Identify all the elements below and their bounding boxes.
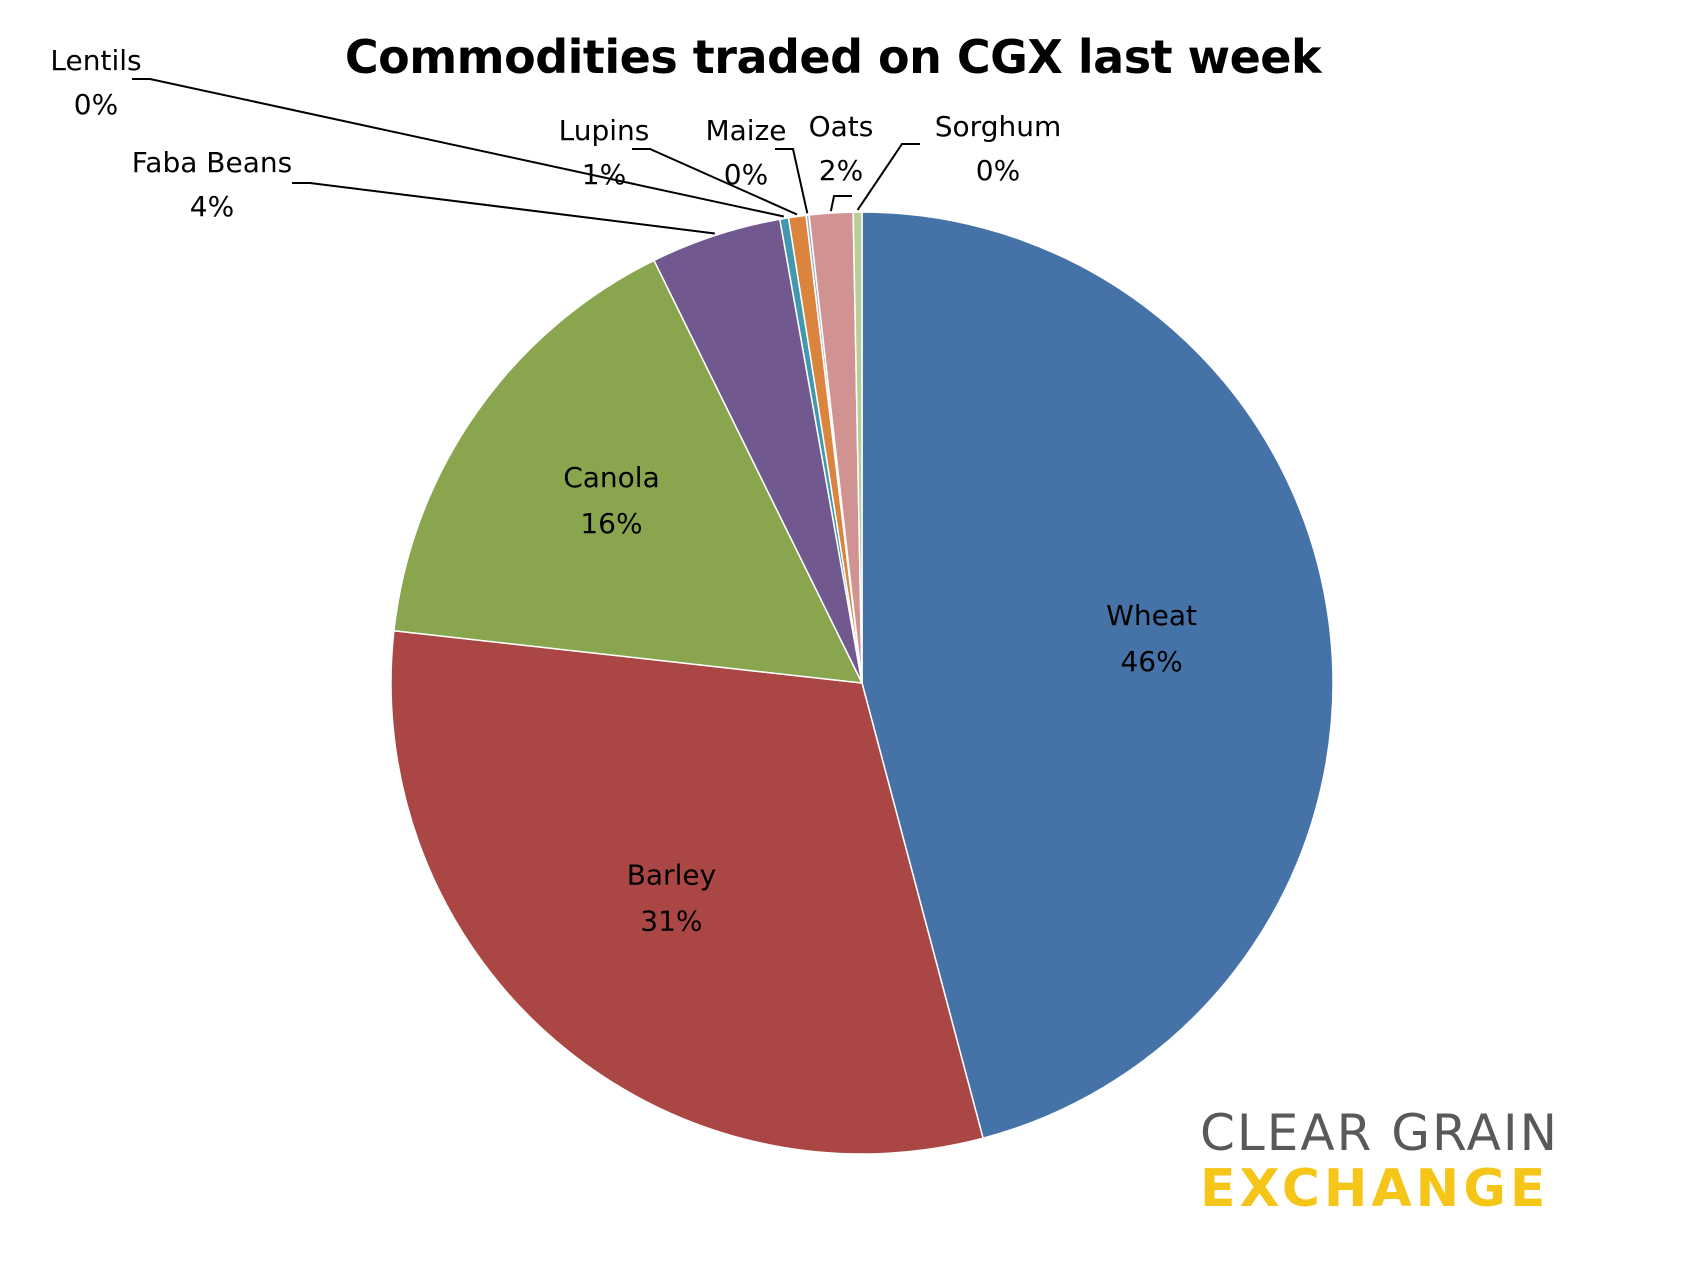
- clear-grain-exchange-logo: CLEAR GRAIN EXCHANGE: [1200, 1105, 1620, 1217]
- label-percent-sorghum: 0%: [976, 154, 1020, 187]
- label-percent-maize: 0%: [724, 158, 768, 191]
- leader-lines: [132, 78, 920, 235]
- label-name-wheat: Wheat: [1106, 599, 1197, 632]
- leader-line-sorghum: [856, 143, 920, 211]
- label-percent-wheat: 46%: [1120, 645, 1182, 678]
- slice-wheat: [861, 211, 1334, 1140]
- pie-slices: [390, 211, 1334, 1155]
- label-name-canola: Canola: [563, 461, 660, 494]
- label-name-lupins: Lupins: [559, 114, 650, 147]
- logo-line-1: CLEAR GRAIN: [1200, 1104, 1560, 1162]
- slice-canola: [393, 259, 864, 684]
- label-percent-lentils: 0%: [74, 88, 118, 121]
- label-percent-barley: 31%: [640, 904, 702, 937]
- slice-sorghum: [852, 211, 863, 684]
- leader-line-faba-beans: [292, 182, 715, 235]
- label-percent-lupins: 1%: [582, 158, 626, 191]
- leader-line-oats: [829, 195, 852, 212]
- chart-title: Commodities traded on CGX last week: [344, 30, 1322, 84]
- label-name-lentils: Lentils: [50, 44, 141, 77]
- label-name-faba-beans: Faba Beans: [132, 146, 292, 179]
- label-name-oats: Oats: [809, 110, 874, 143]
- label-percent-faba-beans: 4%: [190, 190, 234, 223]
- leader-line-lentils: [132, 78, 785, 218]
- leader-line-maize: [775, 148, 809, 214]
- logo-line-2: EXCHANGE: [1200, 1159, 1550, 1219]
- label-name-maize: Maize: [705, 114, 786, 147]
- slice-barley: [390, 629, 984, 1155]
- label-name-sorghum: Sorghum: [935, 110, 1061, 143]
- label-percent-oats: 2%: [819, 154, 863, 187]
- leader-line-lupins: [632, 148, 798, 216]
- label-percent-canola: 16%: [580, 507, 642, 540]
- slice-labels: Wheat 46% Barley 31% Canola 16% Faba Beans 4% Le…: [50, 44, 1197, 937]
- label-name-barley: Barley: [627, 858, 716, 891]
